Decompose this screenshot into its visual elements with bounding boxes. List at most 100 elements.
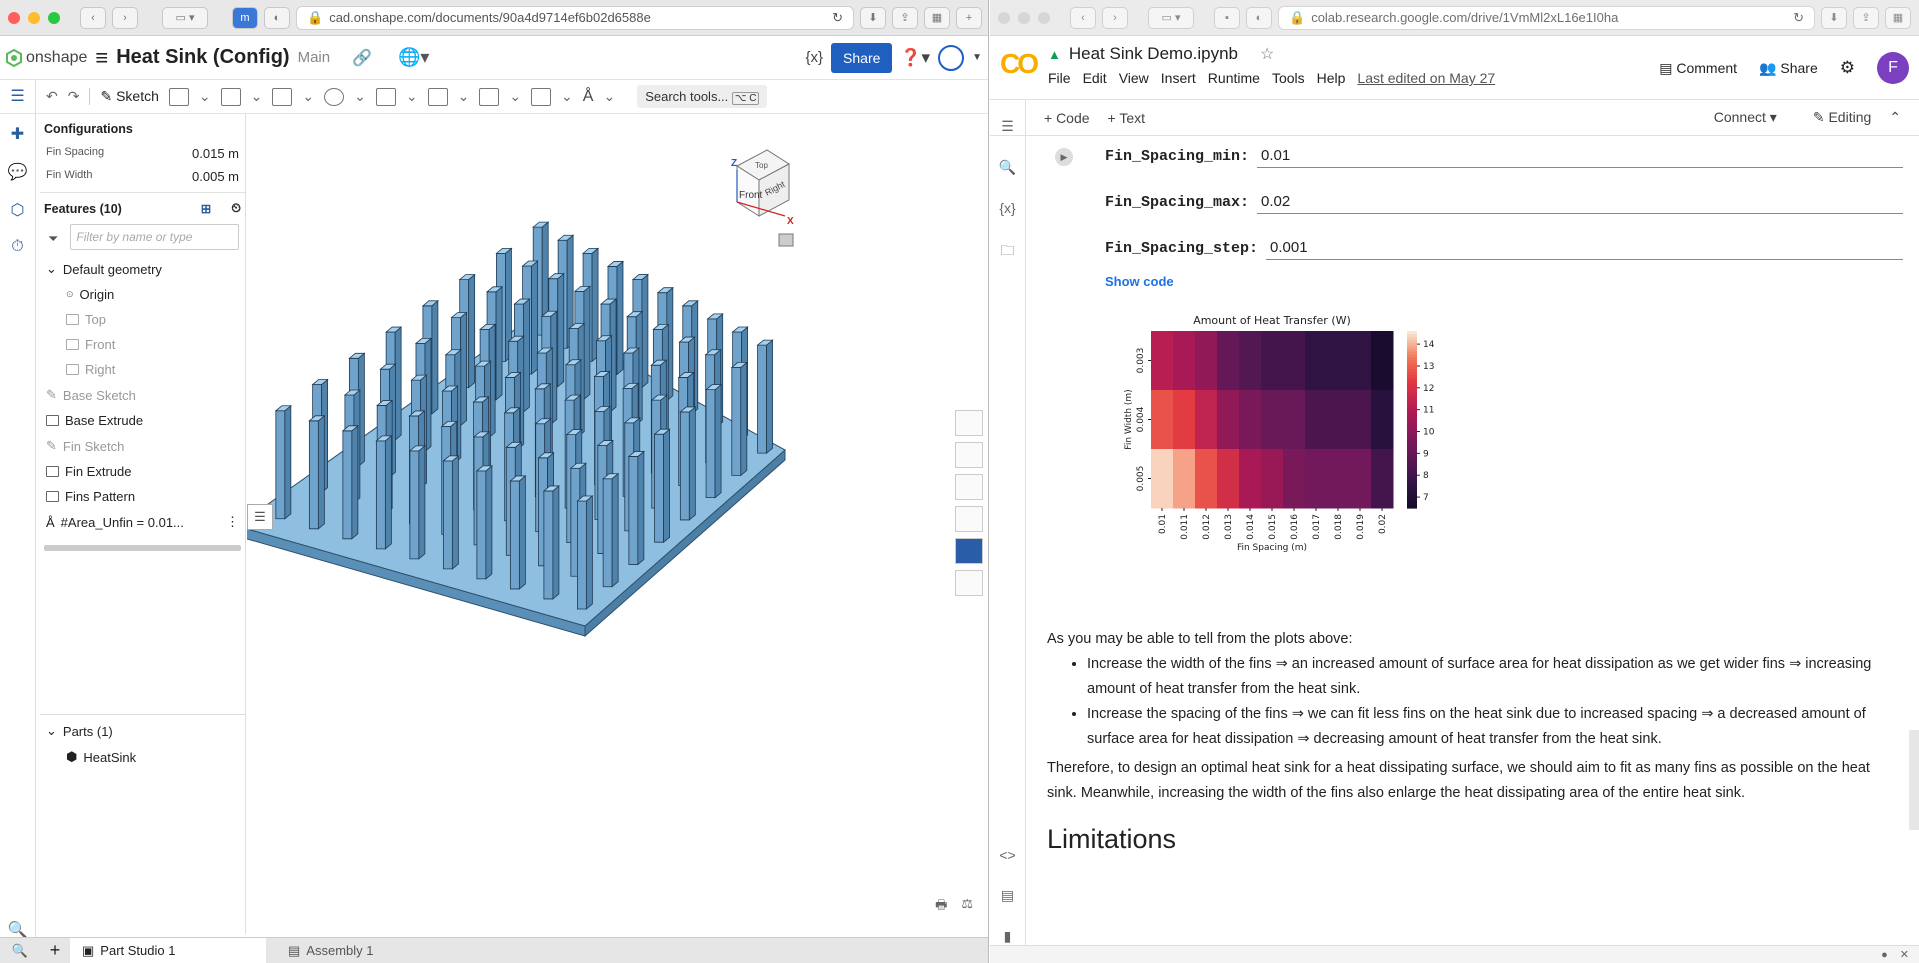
user-avatar-icon[interactable] bbox=[938, 44, 965, 71]
parts-folder[interactable]: ⌄ Parts (1) bbox=[40, 715, 246, 744]
comment-button[interactable]: ▤ Comment bbox=[1659, 60, 1737, 77]
rollback-timer-icon[interactable]: ⏲ bbox=[231, 201, 241, 215]
feature-plane-top[interactable]: Top bbox=[40, 307, 245, 332]
config-row[interactable]: Fin Spacing 0.015 m bbox=[40, 142, 245, 165]
history-icon[interactable]: ⏱ bbox=[11, 238, 24, 255]
feature-plane-right[interactable]: Right bbox=[40, 357, 245, 382]
chevron-down-icon[interactable]: ⌄ bbox=[603, 88, 616, 104]
param-input[interactable]: 0.02 bbox=[1257, 193, 1903, 214]
feature-plane-front[interactable]: Front bbox=[40, 332, 245, 357]
share-page-icon[interactable]: ⇪ bbox=[1853, 6, 1879, 29]
extrude-tool-icon[interactable] bbox=[168, 87, 189, 106]
show-code-link[interactable]: Show code bbox=[1105, 274, 1174, 289]
avatar[interactable]: F bbox=[1877, 52, 1909, 84]
chevron-down-icon[interactable]: ▼ bbox=[972, 52, 982, 63]
variables-button[interactable]: {x} bbox=[805, 49, 824, 66]
rollback-bar[interactable] bbox=[44, 545, 241, 551]
default-geometry-folder[interactable]: ⌄ Default geometry bbox=[40, 256, 245, 282]
filter-icon[interactable]: ⏷ bbox=[48, 231, 59, 246]
render-mode-icon[interactable] bbox=[955, 410, 983, 436]
colab-logo[interactable]: CO bbox=[1000, 48, 1039, 79]
config-row[interactable]: Fin Width 0.005 m bbox=[40, 165, 245, 193]
sidebar-toggle-icon[interactable]: ▭ ▾ bbox=[1148, 6, 1194, 29]
menu-edit[interactable]: Edit bbox=[1082, 70, 1107, 86]
add-code-cell-button[interactable]: + Code bbox=[1044, 109, 1090, 126]
fillet-tool-icon[interactable] bbox=[375, 87, 396, 106]
privacy-shield-icon[interactable]: ◐ bbox=[1246, 6, 1272, 29]
section-view-icon[interactable] bbox=[955, 442, 983, 468]
menu-view[interactable]: View bbox=[1118, 70, 1149, 86]
config-value[interactable]: 0.005 m bbox=[192, 169, 239, 184]
chevron-down-icon[interactable]: ⌄ bbox=[354, 88, 366, 104]
tab-overview-icon[interactable]: ▦ bbox=[1885, 6, 1911, 29]
hamburger-menu-icon[interactable]: ≡ bbox=[95, 44, 109, 70]
menu-file[interactable]: File bbox=[1048, 70, 1071, 86]
address-bar[interactable]: 🔒 cad.onshape.com/documents/90a4d9714ef6… bbox=[296, 5, 854, 30]
new-tab-icon[interactable]: + bbox=[956, 6, 982, 29]
mass-properties-icon[interactable] bbox=[955, 538, 983, 564]
plane-tool-icon[interactable] bbox=[427, 87, 448, 106]
code-snippets-icon[interactable]: <> bbox=[999, 847, 1016, 863]
parts-icon[interactable]: ⬡ bbox=[10, 202, 25, 219]
star-icon[interactable]: ☆ bbox=[1260, 46, 1275, 63]
back-icon[interactable]: ‹ bbox=[1070, 6, 1096, 29]
pattern-tool-icon[interactable] bbox=[272, 87, 293, 106]
scrollbar[interactable] bbox=[1909, 730, 1919, 830]
command-palette-icon[interactable]: ▤ bbox=[1000, 887, 1015, 903]
search-icon[interactable]: 🔍 bbox=[7, 922, 28, 939]
add-text-cell-button[interactable]: + Text bbox=[1107, 109, 1146, 126]
tab-overview-icon[interactable]: ▦ bbox=[924, 6, 950, 29]
address-bar[interactable]: 🔒 colab.research.google.com/drive/1VmMl2… bbox=[1278, 5, 1815, 30]
search-tools-button[interactable]: Search tools... ⌥ C bbox=[637, 85, 768, 108]
link-icon[interactable]: 🔗 bbox=[352, 49, 373, 67]
downloads-icon[interactable]: ⬇ bbox=[1821, 6, 1847, 29]
search-icon[interactable]: 🔍 bbox=[11, 942, 29, 958]
param-input[interactable]: 0.01 bbox=[1257, 147, 1903, 168]
filter-input[interactable]: Filter by name or type bbox=[70, 224, 239, 250]
boolean-tool-icon[interactable] bbox=[324, 87, 345, 106]
configurations-heading[interactable]: Configurations bbox=[44, 122, 133, 136]
units-icon[interactable]: ⚖ bbox=[961, 896, 973, 911]
measure-icon[interactable] bbox=[955, 506, 983, 532]
forward-icon[interactable]: › bbox=[1102, 6, 1128, 29]
sketch-button[interactable]: ✎ Sketch bbox=[89, 88, 159, 105]
redo-icon[interactable]: ↷ bbox=[67, 88, 80, 104]
branch-label[interactable]: Main bbox=[297, 49, 331, 66]
sidebar-toggle-icon[interactable]: ▭ ▾ bbox=[162, 6, 208, 29]
last-edited-link[interactable]: Last edited on May 27 bbox=[1357, 70, 1496, 86]
colab-share-button[interactable]: 👥 Share bbox=[1759, 60, 1818, 77]
mate-tool-icon[interactable] bbox=[479, 87, 500, 106]
chevron-down-icon[interactable]: ⌄ bbox=[46, 261, 57, 276]
feature-list-icon[interactable]: ☰ bbox=[10, 88, 25, 105]
reload-icon[interactable]: ↻ bbox=[832, 9, 843, 25]
simulation-icon[interactable] bbox=[955, 570, 983, 596]
config-value[interactable]: 0.015 m bbox=[192, 146, 239, 161]
help-icon[interactable]: ❓▾ bbox=[900, 47, 931, 67]
add-tab-icon[interactable]: + bbox=[49, 940, 61, 960]
close-window-button[interactable] bbox=[8, 11, 20, 24]
files-folder-icon[interactable]: 🗀 bbox=[1000, 242, 1015, 258]
chevron-down-icon[interactable]: ⌄ bbox=[198, 88, 211, 104]
feature-variable[interactable]: Å #Area_Unfin = 0.01... ⋮ bbox=[40, 509, 245, 535]
downloads-icon[interactable]: ⬇ bbox=[860, 6, 886, 29]
comments-icon[interactable]: 💬 bbox=[7, 164, 28, 181]
minimize-window-button[interactable] bbox=[28, 11, 40, 24]
add-folder-icon[interactable]: ⊞ bbox=[200, 202, 212, 216]
feature-base-sketch[interactable]: ✎ Base Sketch bbox=[40, 382, 245, 408]
reload-icon[interactable]: ↻ bbox=[1793, 9, 1804, 25]
run-cell-icon[interactable]: ▶ bbox=[1055, 148, 1073, 166]
extension-icon[interactable]: m bbox=[232, 6, 258, 29]
feature-list-toggle-icon[interactable]: ☰ bbox=[247, 504, 273, 530]
feature-fins-pattern[interactable]: Fins Pattern bbox=[40, 484, 245, 509]
print-icon[interactable]: 🖶 bbox=[935, 897, 948, 912]
add-feature-icon[interactable]: ✚ bbox=[10, 126, 25, 143]
tab-part-studio[interactable]: ▣ Part Studio 1 bbox=[70, 937, 266, 963]
tab-assembly[interactable]: ▤ Assembly 1 bbox=[276, 938, 472, 963]
settings-gear-icon[interactable]: ⚙ bbox=[1839, 58, 1855, 77]
menu-tools[interactable]: Tools bbox=[1271, 70, 1305, 86]
minimize-window-button[interactable] bbox=[1018, 11, 1030, 24]
variables-icon[interactable]: {x} bbox=[999, 200, 1016, 216]
chevron-down-icon[interactable]: ⌄ bbox=[46, 723, 57, 738]
feature-fin-extrude[interactable]: Fin Extrude bbox=[40, 459, 245, 484]
